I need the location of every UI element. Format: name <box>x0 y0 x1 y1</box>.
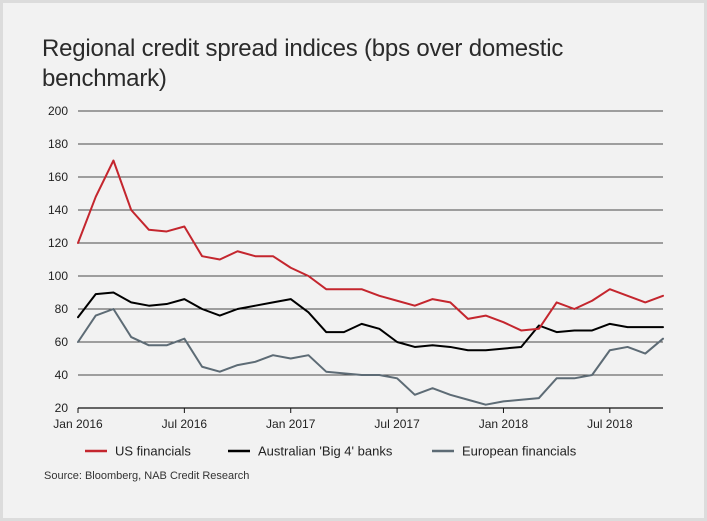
y-tick-label: 160 <box>48 170 68 184</box>
grid-layer <box>78 110 663 409</box>
y-tick-label: 80 <box>55 302 69 316</box>
series-line-european-financials <box>77 308 664 406</box>
x-tick-label: Jul 2017 <box>374 417 420 431</box>
y-tick-label: 200 <box>48 104 68 118</box>
series-layer <box>77 159 664 406</box>
y-tick-label: 60 <box>55 335 69 349</box>
series-line-australian-big4 <box>77 291 664 352</box>
y-tick-label: 100 <box>48 269 68 283</box>
y-tick-label: 180 <box>48 137 68 151</box>
legend: US financials Australian 'Big 4' banks Eur… <box>85 444 577 459</box>
x-tick-label: Jul 2016 <box>162 417 208 431</box>
legend-label: US financials <box>115 444 191 459</box>
x-tick-label: Jan 2018 <box>479 417 529 431</box>
axis-layer: 20 40 60 80 100 120 140 160 180 200 Jan 2016 Jul 20… <box>48 104 633 431</box>
y-tick-label: 140 <box>48 203 68 217</box>
legend-label: Australian 'Big 4' banks <box>258 444 393 459</box>
x-tick-label: Jan 2016 <box>53 417 103 431</box>
x-tick-label: Jul 2018 <box>587 417 633 431</box>
y-tick-label: 40 <box>55 368 69 382</box>
series-line-us-financials <box>77 159 664 332</box>
legend-label: European financials <box>462 444 577 459</box>
chart-title: Regional credit spread indices (bps over… <box>42 35 564 92</box>
y-tick-label: 120 <box>48 236 68 250</box>
source-note: Source: Bloomberg, NAB Credit Research <box>44 470 250 482</box>
x-tick-label: Jan 2017 <box>266 417 316 431</box>
y-tick-label: 20 <box>55 401 69 415</box>
